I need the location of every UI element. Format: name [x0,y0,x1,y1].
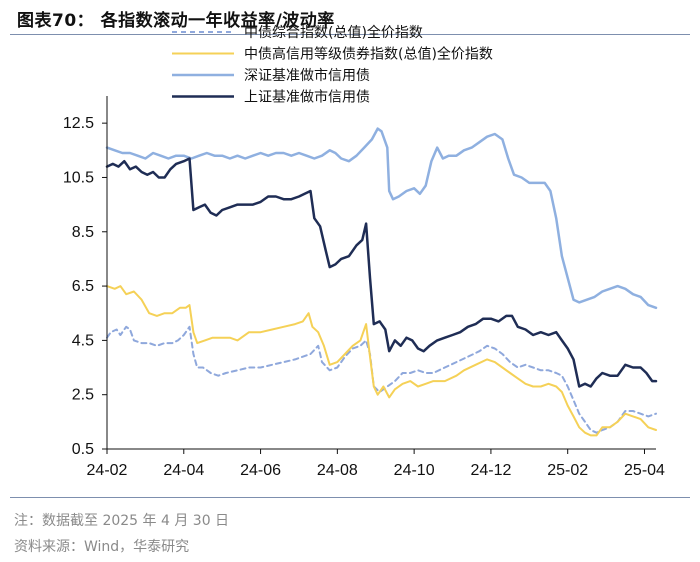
x-tick-label: 24-02 [87,462,128,479]
legend-label-3: 深证基准做市信用债 [244,67,370,84]
page-title: 图表70： 各指数滚动一年收益率/波动率 [17,11,335,31]
x-tick-label: 24-12 [470,462,511,479]
y-tick-label: 12.5 [63,115,94,132]
line-chart: 中债综合指数(总值)全价指数中债高信用等级债券指数(总值)全价指数深证基准做市信… [63,24,665,479]
x-tick-label: 24-06 [240,462,281,479]
legend-label-4: 上证基准做市信用债 [244,89,370,106]
data-source: 资料来源：Wind，华泰研究 [14,539,190,555]
y-tick-label: 0.5 [72,441,94,458]
series-layer [105,127,658,437]
chart-legend: 中债综合指数(总值)全价指数中债高信用等级债券指数(总值)全价指数深证基准做市信… [172,24,493,106]
x-tick-label: 24-08 [317,462,358,479]
y-tick-label: 4.5 [72,332,94,349]
title-divider [10,34,690,35]
x-tick-label: 25-02 [547,462,588,479]
series-line-4 [105,157,658,388]
legend-label-2: 中债高信用等级债券指数(总值)全价指数 [244,46,493,63]
series-line-2 [106,285,657,437]
footer-divider [10,497,690,498]
y-tick-label: 6.5 [72,278,94,295]
axes-layer: 0.5 2.5 4.5 6.5 8.5 10.5 12.5 24-02 24-04 24-06 24… [63,96,665,479]
x-tick-label: 24-10 [394,462,435,479]
x-tick-label: 24-04 [163,462,204,479]
data-note: 注：数据截至 2025 年 4 月 30 日 [14,513,230,529]
legend-label-1: 中债综合指数(总值)全价指数 [244,24,423,41]
y-tick-label: 8.5 [72,224,94,241]
series-line-3 [105,127,658,310]
x-tick-label: 25-04 [624,462,665,479]
y-tick-label: 2.5 [72,387,94,404]
y-tick-label: 10.5 [63,169,94,186]
